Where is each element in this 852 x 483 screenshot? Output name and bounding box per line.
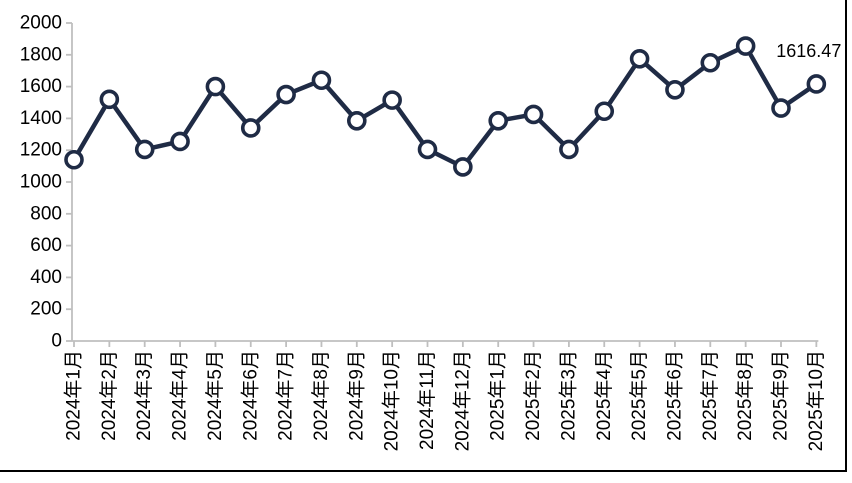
data-point-marker — [205, 76, 226, 97]
y-axis-label: 2000 — [20, 13, 62, 34]
x-axis-label: 2025年1月 — [487, 350, 509, 441]
x-axis-label: 2024年6月 — [239, 350, 261, 441]
y-axis-label: 200 — [30, 299, 62, 320]
y-axis-label: 1000 — [20, 172, 62, 193]
x-axis-label: 2025年10月 — [805, 350, 827, 451]
data-point-marker — [382, 90, 402, 110]
x-axis-label: 2024年11月 — [416, 350, 438, 450]
data-point-marker — [629, 48, 650, 69]
series-line — [71, 43, 819, 170]
y-axis-label: 800 — [30, 203, 62, 224]
x-axis-label: 2025年9月 — [770, 350, 792, 441]
data-point-marker — [311, 70, 332, 91]
y-axis-label: 600 — [30, 235, 62, 256]
x-axis-label: 2024年10月 — [381, 350, 403, 451]
x-axis-label: 2024年9月 — [345, 350, 367, 441]
x-axis-label: 2024年5月 — [204, 350, 226, 441]
x-axis-label: 2025年2月 — [522, 350, 544, 441]
data-point-marker — [594, 101, 615, 122]
x-axis-label: 2025年5月 — [628, 350, 650, 441]
x-axis-label: 2025年3月 — [557, 350, 579, 441]
data-point-marker — [806, 74, 827, 94]
data-point-marker — [240, 118, 261, 138]
data-point-marker — [488, 110, 509, 131]
data-point-marker — [170, 131, 190, 152]
y-axis-label: 1400 — [20, 108, 62, 129]
data-point-marker — [346, 110, 367, 131]
y-axis-label: 0 — [51, 331, 62, 352]
y-axis-label: 1600 — [20, 76, 62, 97]
x-axis-label: 2025年7月 — [699, 350, 721, 441]
x-axis-label: 2024年1月 — [63, 350, 85, 441]
data-point-marker — [134, 139, 155, 160]
y-axis-label: 1200 — [20, 140, 62, 161]
data-point-marker — [665, 79, 685, 100]
y-axis-label: 400 — [30, 267, 62, 288]
data-point-marker — [735, 36, 756, 56]
data-point-marker — [523, 104, 544, 125]
data-point-marker — [64, 149, 84, 170]
last-point-value-label: 1616.47 — [776, 41, 841, 61]
x-axis-label: 2025年8月 — [734, 350, 756, 441]
x-axis-label: 2024年2月 — [98, 350, 120, 441]
x-axis-label: 2024年7月 — [275, 350, 297, 441]
data-point-marker — [276, 84, 296, 105]
data-point-marker — [417, 139, 438, 160]
data-point-marker — [559, 139, 579, 160]
x-axis-label: 2025年4月 — [593, 350, 615, 441]
x-axis-label: 2024年8月 — [310, 350, 332, 441]
x-axis-label: 2025年6月 — [663, 350, 685, 441]
data-point-marker — [771, 98, 791, 118]
x-axis-label: 2024年4月 — [169, 350, 191, 441]
y-axis-label: 1800 — [20, 44, 62, 65]
data-point-marker — [99, 89, 120, 110]
x-axis-label: 2024年12月 — [451, 350, 473, 451]
x-axis-label: 2024年3月 — [133, 350, 155, 441]
data-point-marker — [453, 157, 473, 177]
data-point-marker — [700, 52, 721, 73]
